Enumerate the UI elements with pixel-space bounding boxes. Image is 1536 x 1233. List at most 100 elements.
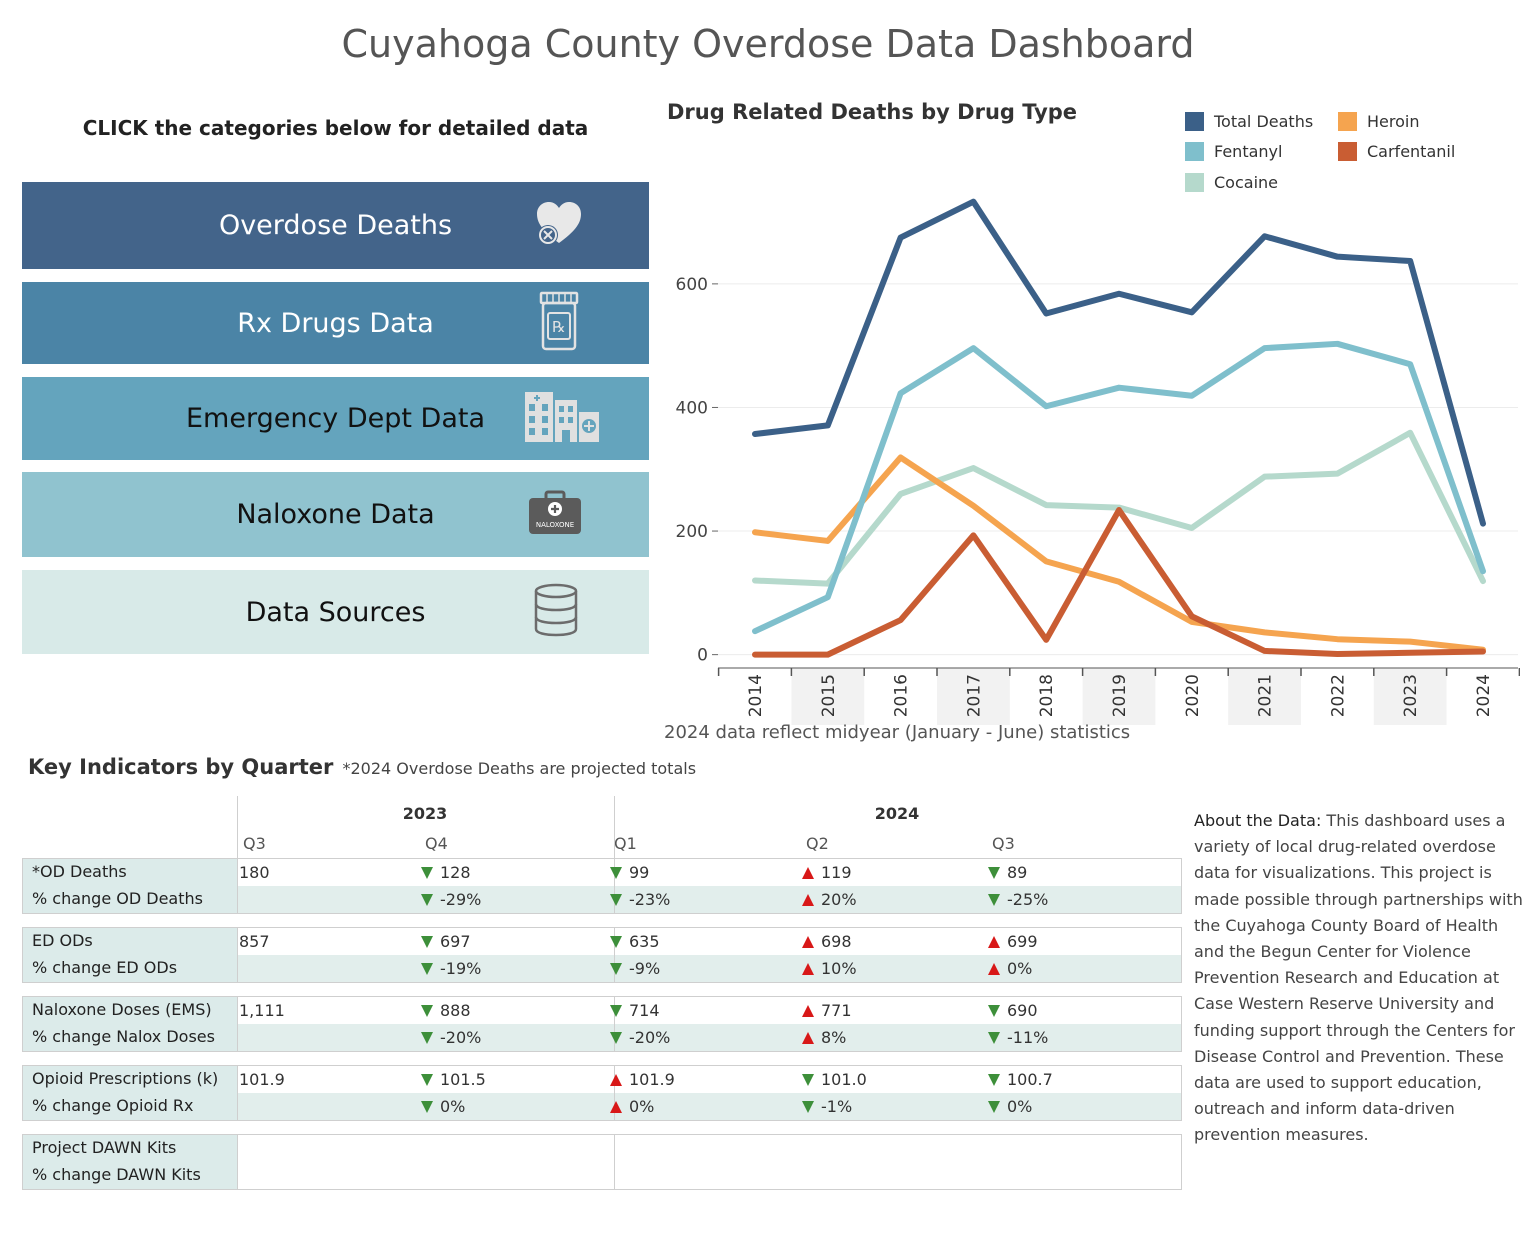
indicator-value[interactable]: 690 <box>988 1001 1038 1020</box>
value-text: 0% <box>440 1097 466 1116</box>
overdose-deaths-button[interactable]: Overdose Deaths <box>22 182 649 269</box>
data-sources-button[interactable]: Data Sources <box>22 570 649 654</box>
indicator-value[interactable]: 699 <box>988 932 1038 951</box>
triangle-up-icon <box>610 1073 622 1086</box>
legend-item-heroin[interactable]: Heroin <box>1338 112 1419 131</box>
indicator-label: *OD Deaths <box>32 862 127 881</box>
triangle-down-icon <box>988 866 1000 879</box>
indicator-value[interactable]: 8% <box>802 1028 846 1047</box>
y-tick-label: 200 <box>676 522 708 542</box>
indicator-value[interactable]: -29% <box>421 890 481 909</box>
triangle-down-icon <box>421 1031 433 1044</box>
indicator-value[interactable]: 180 <box>239 863 270 882</box>
legend-item-cocaine[interactable]: Cocaine <box>1185 173 1278 192</box>
naloxone-kit-text: NALOXONE <box>536 521 574 529</box>
indicator-value[interactable]: 1,111 <box>239 1001 285 1020</box>
triangle-up-icon <box>988 962 1000 975</box>
indicator-value[interactable]: -19% <box>421 959 481 978</box>
indicator-label: ED ODs <box>32 931 93 950</box>
value-text: 8% <box>821 1028 847 1047</box>
value-text: 714 <box>629 1001 660 1020</box>
indicator-value[interactable]: 698 <box>802 932 852 951</box>
indicator-value[interactable]: 89 <box>988 863 1027 882</box>
indicator-value[interactable]: 0% <box>421 1097 465 1116</box>
rx-drugs-data-label: Rx Drugs Data <box>237 307 434 339</box>
series-line-total-deaths[interactable] <box>752 198 1486 527</box>
triangle-up-icon <box>802 1031 814 1044</box>
indicator-value[interactable]: 100.7 <box>988 1070 1053 1089</box>
column-divider <box>237 796 238 858</box>
indicator-value[interactable]: -25% <box>988 890 1048 909</box>
indicator-value[interactable]: -1% <box>802 1097 852 1116</box>
indicator-value[interactable]: 119 <box>802 863 852 882</box>
column-divider <box>237 928 238 982</box>
indicator-value[interactable]: 771 <box>802 1001 852 1020</box>
indicator-value[interactable]: 0% <box>610 1097 654 1116</box>
indicator-value[interactable]: 101.0 <box>802 1070 867 1089</box>
series-line-heroin[interactable] <box>752 454 1486 653</box>
indicator-value[interactable]: 20% <box>802 890 857 909</box>
series-line-carfentanil[interactable] <box>752 507 1486 658</box>
triangle-down-icon <box>421 1100 433 1113</box>
indicator-value[interactable]: 101.9 <box>239 1070 285 1089</box>
value-text: 1,111 <box>239 1001 285 1020</box>
triangle-down-icon <box>988 893 1000 906</box>
naloxone-data-button[interactable]: Naloxone Data NALOXONE <box>22 472 649 557</box>
rx-drugs-data-button[interactable]: Rx Drugs Data ℞ <box>22 282 649 364</box>
legend-label: Cocaine <box>1214 173 1278 192</box>
emergency-dept-data-button[interactable]: Emergency Dept Data <box>22 377 649 460</box>
indicator-group: *OD Deaths 180 128 99 119 89 % change OD Death… <box>22 858 1182 914</box>
indicator-value[interactable]: -23% <box>610 890 670 909</box>
triangle-down-icon <box>610 1031 622 1044</box>
legend-label: Total Deaths <box>1214 112 1314 131</box>
indicator-value[interactable]: 714 <box>610 1001 660 1020</box>
value-text: -29% <box>440 890 482 909</box>
chart-title: Drug Related Deaths by Drug Type <box>667 100 1078 124</box>
indicator-value[interactable]: 635 <box>610 932 660 951</box>
overdose-deaths-label: Overdose Deaths <box>218 210 453 241</box>
indicator-value[interactable]: 101.5 <box>421 1070 486 1089</box>
value-text: -25% <box>1007 890 1049 909</box>
indicator-value[interactable]: 888 <box>421 1001 471 1020</box>
triangle-down-icon <box>988 1004 1000 1017</box>
column-divider <box>237 997 238 1051</box>
value-text: 101.9 <box>239 1070 285 1089</box>
column-divider <box>614 1135 615 1189</box>
indicator-value[interactable]: 697 <box>421 932 471 951</box>
indicator-value[interactable]: -9% <box>610 959 660 978</box>
indicator-value[interactable]: -11% <box>988 1028 1048 1047</box>
indicator-group: ED ODs 857 697 635 698 699 % change ED ODs -19%… <box>22 927 1182 983</box>
indicator-value[interactable]: 99 <box>610 863 649 882</box>
value-text: 690 <box>1007 1001 1038 1020</box>
series-line-fentanyl[interactable] <box>752 340 1486 635</box>
legend-swatch <box>1338 112 1357 131</box>
legend-swatch <box>1338 142 1357 161</box>
value-text: 20% <box>821 890 857 909</box>
indicator-value[interactable]: 0% <box>988 1097 1032 1116</box>
triangle-down-icon <box>610 866 622 879</box>
x-tick-label: 2017 <box>964 674 984 717</box>
legend-item-fentanyl[interactable]: Fentanyl <box>1185 142 1282 161</box>
y-tick-label: 0 <box>697 646 708 666</box>
indicator-value[interactable]: -20% <box>610 1028 670 1047</box>
value-text: 0% <box>629 1097 655 1116</box>
legend-item-total-deaths[interactable]: Total Deaths <box>1185 112 1313 131</box>
value-text: 0% <box>1007 959 1033 978</box>
triangle-up-icon <box>802 935 814 948</box>
indicator-value[interactable]: -20% <box>421 1028 481 1047</box>
indicator-value[interactable]: 10% <box>802 959 857 978</box>
column-divider <box>614 1066 615 1120</box>
triangle-up-icon <box>802 1004 814 1017</box>
x-tick-label: 2022 <box>1328 674 1348 717</box>
indicator-value[interactable]: 101.9 <box>610 1070 675 1089</box>
triangle-down-icon <box>802 1100 814 1113</box>
indicator-value[interactable]: 128 <box>421 863 471 882</box>
data-sources-label: Data Sources <box>245 596 426 628</box>
value-text: 128 <box>440 863 471 882</box>
value-text: 99 <box>629 863 650 882</box>
column-divider <box>614 859 615 913</box>
line-chart[interactable]: 0 200 400 600 2014 2015 2016 2017 2018 2019 2020 20… <box>660 185 1520 725</box>
indicator-value[interactable]: 0% <box>988 959 1032 978</box>
indicator-value[interactable]: 857 <box>239 932 270 951</box>
legend-item-carfentanil[interactable]: Carfentanil <box>1338 142 1455 161</box>
